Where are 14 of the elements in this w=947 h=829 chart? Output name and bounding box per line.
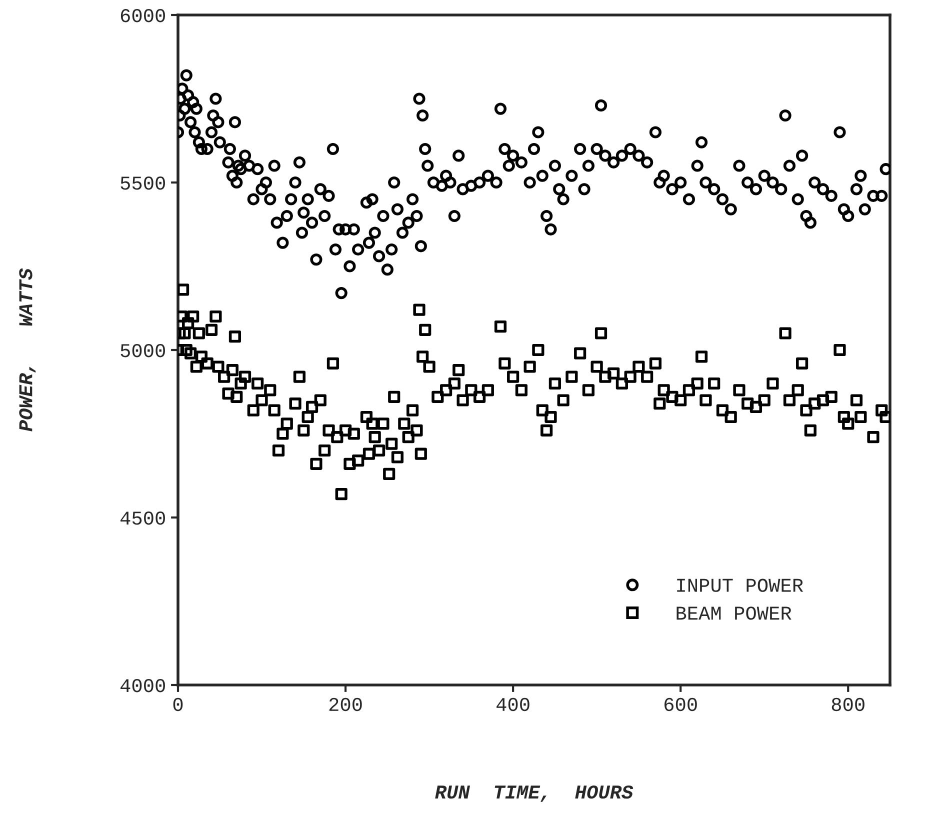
- y-tick-label: 5000: [120, 344, 165, 358]
- legend-label: INPUT POWER: [677, 578, 804, 592]
- x-tick-label: 0: [173, 698, 183, 712]
- y-tick-label: 4000: [120, 679, 165, 692]
- x-axis-title: RUN TIME, HOURS: [435, 785, 634, 802]
- y-tick-label: 4500: [120, 512, 165, 525]
- legend-label: BEAM POWER: [676, 606, 792, 620]
- y-tick-label: 5500: [120, 176, 165, 190]
- x-tick-label: 600: [664, 698, 697, 712]
- y-axis-title: POWER, WATTS: [19, 268, 36, 432]
- x-tick-label: 400: [496, 698, 530, 712]
- x-tick-label: 800: [832, 698, 864, 712]
- y-tick-label: 6000: [120, 9, 165, 22]
- x-tick-label: 200: [329, 698, 362, 712]
